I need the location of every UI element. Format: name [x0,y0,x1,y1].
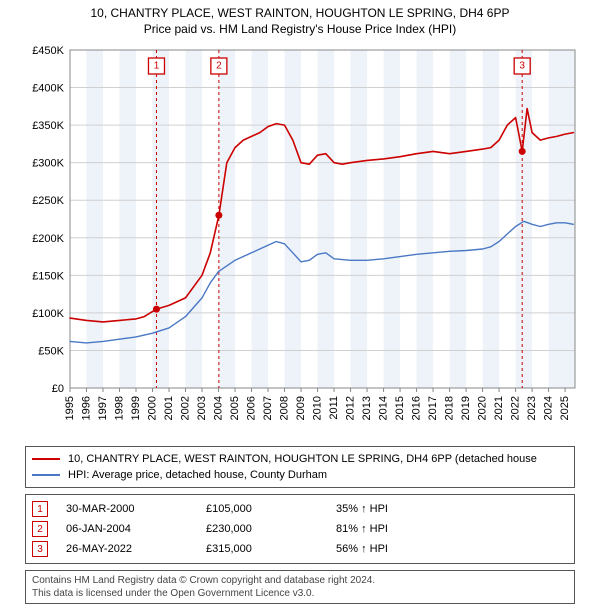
svg-text:2009: 2009 [295,396,307,420]
svg-text:2017: 2017 [427,396,439,420]
svg-text:£400K: £400K [32,83,64,95]
sale-date-3: 26-MAY-2022 [66,543,206,555]
legend-label-property: 10, CHANTRY PLACE, WEST RAINTON, HOUGHTO… [68,453,537,465]
sale-price-3: £315,000 [206,543,336,555]
svg-text:2021: 2021 [493,396,505,420]
sales-table: 1 30-MAR-2000 £105,000 35% ↑ HPI 2 06-JA… [25,494,575,564]
svg-text:2005: 2005 [229,396,241,420]
sale-marker-1: 1 [32,501,48,517]
svg-text:£350K: £350K [32,120,64,132]
svg-text:£250K: £250K [32,195,64,207]
svg-text:£100K: £100K [32,308,64,320]
svg-text:£300K: £300K [32,158,64,170]
sale-hpi-2: 81% ↑ HPI [336,523,568,535]
title-line2: Price paid vs. HM Land Registry's House … [91,22,510,36]
svg-text:2022: 2022 [510,396,522,420]
legend-swatch-property [32,458,60,460]
sale-price-1: £105,000 [206,503,336,515]
sale-marker-2: 2 [32,521,48,537]
sale-row-1: 1 30-MAR-2000 £105,000 35% ↑ HPI [32,499,568,519]
svg-text:2024: 2024 [543,396,555,420]
svg-text:2010: 2010 [312,396,324,420]
svg-text:£0: £0 [52,383,64,395]
sale-price-2: £230,000 [206,523,336,535]
legend-entry-property: 10, CHANTRY PLACE, WEST RAINTON, HOUGHTO… [32,451,568,467]
legend-box: 10, CHANTRY PLACE, WEST RAINTON, HOUGHTO… [25,446,575,488]
sale-date-2: 06-JAN-2004 [66,523,206,535]
svg-text:2025: 2025 [559,396,571,420]
svg-text:2: 2 [216,61,222,72]
svg-text:2003: 2003 [196,396,208,420]
legend-swatch-hpi [32,474,60,476]
sale-row-2: 2 06-JAN-2004 £230,000 81% ↑ HPI [32,519,568,539]
svg-text:2020: 2020 [477,396,489,420]
svg-text:2018: 2018 [444,396,456,420]
svg-text:2012: 2012 [345,396,357,420]
svg-text:£150K: £150K [32,270,64,282]
svg-text:2001: 2001 [163,396,175,420]
svg-text:£50K: £50K [38,345,64,357]
svg-text:2006: 2006 [246,396,258,420]
sale-hpi-3: 56% ↑ HPI [336,543,568,555]
title-line1: 10, CHANTRY PLACE, WEST RAINTON, HOUGHTO… [91,6,510,20]
svg-text:2002: 2002 [180,396,192,420]
svg-text:2004: 2004 [213,396,225,420]
svg-text:2008: 2008 [279,396,291,420]
svg-text:£200K: £200K [32,233,64,245]
sale-row-3: 3 26-MAY-2022 £315,000 56% ↑ HPI [32,539,568,559]
svg-text:1995: 1995 [64,396,76,420]
svg-text:2011: 2011 [328,396,340,420]
chart-title-block: 10, CHANTRY PLACE, WEST RAINTON, HOUGHTO… [91,6,510,36]
svg-text:2015: 2015 [394,396,406,420]
svg-text:1996: 1996 [81,396,93,420]
svg-text:1: 1 [154,61,160,72]
svg-text:3: 3 [519,61,525,72]
svg-text:2016: 2016 [411,396,423,420]
svg-text:2013: 2013 [361,396,373,420]
chart-svg: £0 £50K £100K £150K £200K £250K £300K £350K £400… [20,40,580,440]
sale-hpi-1: 35% ↑ HPI [336,503,568,515]
legend-label-hpi: HPI: Average price, detached house, Coun… [68,469,327,481]
chart-area: £0 £50K £100K £150K £200K £250K £300K £350K £400… [20,40,580,440]
footer-box: Contains HM Land Registry data © Crown c… [25,570,575,604]
svg-text:2000: 2000 [147,396,159,420]
legend-entry-hpi: HPI: Average price, detached house, Coun… [32,467,568,483]
svg-text:2007: 2007 [262,396,274,420]
svg-text:2014: 2014 [378,396,390,420]
svg-text:1997: 1997 [97,396,109,420]
svg-text:1999: 1999 [130,396,142,420]
footer-line1: Contains HM Land Registry data © Crown c… [32,574,568,587]
svg-text:2023: 2023 [526,396,538,420]
svg-text:2019: 2019 [460,396,472,420]
sale-date-1: 30-MAR-2000 [66,503,206,515]
sale-marker-3: 3 [32,541,48,557]
svg-text:£450K: £450K [32,45,64,57]
svg-text:1998: 1998 [114,396,126,420]
footer-line2: This data is licensed under the Open Gov… [32,587,568,600]
